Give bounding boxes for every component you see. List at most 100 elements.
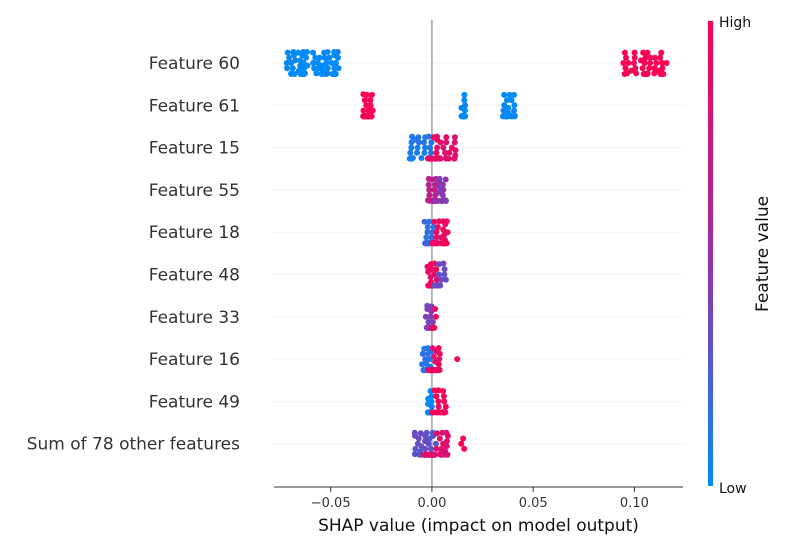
data-point (436, 282, 443, 289)
x-axis-title: SHAP value (impact on model output) (318, 516, 639, 536)
x-tick-label: 0.05 (519, 496, 548, 511)
data-point (439, 429, 446, 436)
data-point (436, 218, 443, 225)
data-point (640, 49, 647, 56)
data-point (432, 155, 439, 162)
data-point (364, 113, 371, 120)
data-point (437, 234, 444, 241)
data-point (314, 60, 321, 66)
data-point (425, 133, 432, 140)
data-point (625, 60, 632, 66)
data-point (292, 57, 299, 64)
data-point (435, 409, 442, 416)
data-point (334, 49, 341, 55)
data-point (460, 435, 467, 442)
data-point (454, 356, 461, 363)
data-point (412, 445, 419, 452)
colorbar-high-label: High (719, 15, 751, 31)
data-point (417, 430, 424, 437)
data-point (422, 313, 429, 320)
data-point (328, 60, 335, 66)
data-point (420, 367, 427, 374)
feature-label: Sum of 78 other features (27, 435, 240, 455)
colorbar-title: Feature value (753, 196, 773, 312)
data-point (501, 91, 508, 98)
data-point (503, 97, 510, 104)
data-point (367, 102, 374, 109)
data-point (459, 113, 466, 120)
data-point (432, 313, 439, 320)
data-point (303, 54, 310, 61)
data-point (360, 107, 367, 114)
x-tick-label: 0.10 (620, 496, 649, 511)
data-point (423, 234, 430, 241)
data-point (651, 70, 658, 77)
data-point (505, 104, 512, 111)
data-point (433, 234, 440, 241)
data-point (651, 54, 658, 61)
data-point (310, 60, 317, 66)
data-point (642, 54, 649, 61)
data-point (311, 65, 318, 72)
data-point (510, 113, 517, 120)
data-point (452, 147, 459, 154)
data-point (291, 71, 298, 77)
data-point (511, 91, 518, 98)
data-point (435, 398, 442, 405)
data-point (659, 65, 666, 72)
data-point (435, 403, 442, 410)
feature-label: Feature 18 (149, 223, 240, 243)
data-point (425, 319, 432, 325)
data-point (631, 49, 638, 56)
x-tick-label: −0.05 (311, 496, 351, 511)
data-point (429, 409, 436, 416)
data-point (461, 445, 468, 452)
data-point (440, 393, 447, 400)
data-point (425, 268, 432, 275)
data-point (657, 54, 664, 61)
data-point (622, 65, 629, 72)
data-point (414, 144, 421, 151)
data-point (436, 350, 443, 357)
data-point (304, 49, 311, 55)
data-points (283, 49, 670, 458)
data-point (658, 49, 665, 56)
data-point (504, 113, 511, 120)
data-point (621, 71, 628, 77)
data-point (427, 445, 434, 452)
data-point (427, 144, 434, 151)
data-point (441, 240, 448, 247)
data-point (442, 176, 449, 183)
data-point (424, 229, 431, 236)
data-point (431, 260, 438, 267)
data-point (622, 54, 629, 61)
data-point (436, 189, 443, 196)
data-point (324, 65, 331, 72)
colorbar (708, 21, 713, 486)
data-point (326, 54, 333, 61)
data-point (415, 139, 422, 146)
data-point (323, 71, 330, 77)
data-point (427, 451, 433, 458)
data-point (430, 353, 437, 360)
data-point (433, 276, 440, 283)
data-point (426, 192, 433, 199)
data-point (360, 91, 367, 98)
data-point (442, 276, 449, 283)
feature-label: Feature 61 (149, 96, 240, 116)
data-point (441, 271, 448, 278)
data-point (284, 65, 291, 72)
data-point (426, 218, 433, 225)
data-point (365, 107, 372, 114)
data-point (425, 175, 432, 182)
data-point (435, 345, 442, 352)
data-point (431, 186, 438, 193)
data-point (443, 218, 450, 225)
data-point (295, 49, 302, 56)
data-point (429, 345, 436, 352)
data-point (630, 60, 637, 66)
data-point (442, 403, 449, 410)
data-point (446, 149, 453, 156)
data-point (441, 451, 448, 458)
